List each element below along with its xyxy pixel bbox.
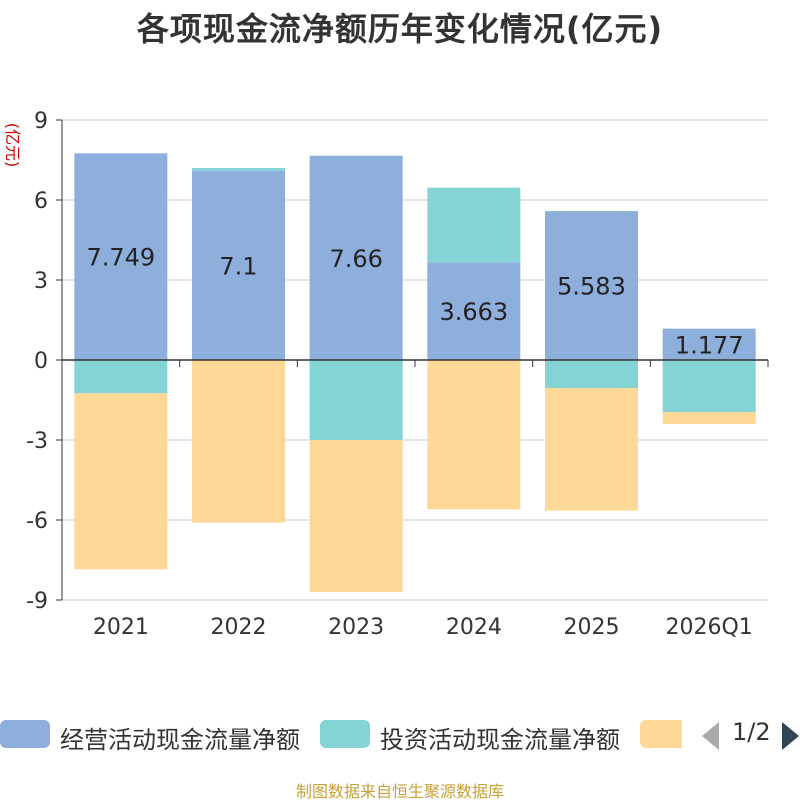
- y-tick-label: -9: [26, 589, 48, 614]
- data-label-2023: 7.66: [329, 245, 382, 273]
- data-label-2026Q1: 1.177: [675, 331, 744, 359]
- y-tick-label: 9: [34, 109, 48, 134]
- bar-series0-2023[interactable]: [309, 155, 403, 360]
- legend-label-operating: 经营活动现金流量净额: [60, 726, 300, 754]
- y-tick-label: 0: [34, 349, 48, 374]
- y-tick-label: 6: [34, 189, 48, 214]
- legend-swatch-financing: [640, 720, 682, 748]
- bar-series1-2026Q1[interactable]: [662, 360, 756, 412]
- chart-title: 各项现金流净额历年变化情况(亿元): [136, 10, 664, 48]
- x-tick-label: 2021: [93, 615, 149, 640]
- bar-series2-2023[interactable]: [309, 440, 403, 592]
- bar-series0-2022[interactable]: [192, 170, 285, 360]
- y-axis-ticks: 9 6 3 0 -3 -6 -9: [26, 109, 62, 614]
- legend: 经营活动现金流量净额 投资活动现金流量净额 1/2: [0, 712, 800, 756]
- data-label-2022: 7.1: [219, 252, 257, 280]
- bar-series2-2026Q1[interactable]: [662, 412, 756, 424]
- bar-series0-2024[interactable]: [427, 262, 521, 360]
- bar-series2-2022[interactable]: [192, 360, 285, 523]
- bar-series1-2021[interactable]: [74, 360, 168, 394]
- legend-swatch-operating: [0, 720, 50, 748]
- bar-series0-2026Q1[interactable]: [662, 328, 756, 360]
- bar-series1-2025[interactable]: [545, 360, 638, 388]
- bar-series2-2025[interactable]: [545, 388, 638, 511]
- legend-page-indicator: 1/2: [732, 718, 771, 746]
- bar-series2-2021[interactable]: [74, 393, 168, 570]
- bar-series0-2021[interactable]: [74, 153, 168, 360]
- legend-prev-arrow-icon[interactable]: [702, 722, 719, 750]
- axes: [61, 120, 769, 600]
- chart-area: 9 6 3 0 -3 -6 -9 2021 2022 2023 2024 2025 2026Q1 7.…: [3, 109, 769, 640]
- bar-series1-2023[interactable]: [309, 360, 403, 440]
- bar-series2-2024[interactable]: [427, 360, 521, 510]
- data-label-2025: 5.583: [557, 273, 626, 301]
- data-labels: 7.749 7.1 7.66 3.663 5.583 1.177: [86, 244, 743, 360]
- y-tick-label: 3: [34, 269, 48, 294]
- legend-next-arrow-icon[interactable]: [782, 722, 799, 750]
- y-tick-label: -3: [26, 429, 48, 454]
- x-tick-label: 2022: [211, 615, 267, 640]
- data-label-2021: 7.749: [86, 244, 155, 272]
- x-tick-label: 2025: [564, 615, 620, 640]
- x-tick-label: 2024: [446, 615, 502, 640]
- bar-series1-2024[interactable]: [427, 187, 521, 263]
- bar-series0-2025[interactable]: [545, 211, 638, 360]
- bar-series1-2022[interactable]: [192, 168, 285, 171]
- y-tick-label: -6: [26, 509, 48, 534]
- x-axis-ticks: 2021 2022 2023 2024 2025 2026Q1: [93, 615, 753, 640]
- x-tick-label: 2026Q1: [666, 615, 753, 640]
- x-tick-label: 2023: [328, 615, 384, 640]
- legend-swatch-investing: [320, 720, 370, 748]
- data-source-note: 制图数据来自恒生聚源数据库: [295, 782, 504, 801]
- bars: [74, 153, 756, 592]
- y-axis-label: (亿元): [3, 123, 22, 168]
- data-label-2024: 3.663: [439, 298, 508, 326]
- legend-label-investing: 投资活动现金流量净额: [380, 726, 620, 754]
